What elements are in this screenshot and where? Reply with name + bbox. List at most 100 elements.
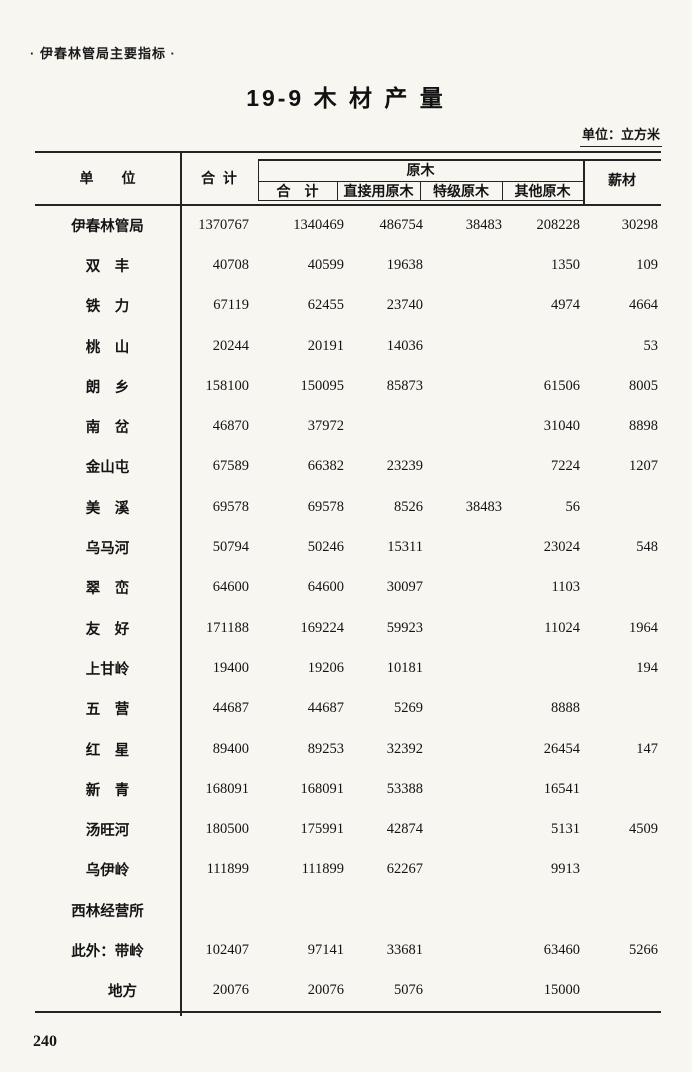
cell-other: 208228 bbox=[536, 216, 581, 233]
row-label: 南 岔 bbox=[85, 420, 130, 437]
table-row: 铁 力 67119 62455 23740 4974 4664 bbox=[35, 286, 661, 326]
cell-logs_total: 50246 bbox=[307, 539, 344, 556]
table-row: 上甘岭 19400 19206 10181 194 bbox=[35, 648, 661, 688]
table-row: 西林经营所 bbox=[35, 890, 661, 930]
col-header-unit: 单 位 bbox=[79, 170, 136, 186]
row-label: 汤旺河 bbox=[85, 823, 130, 840]
row-label: 地方 bbox=[108, 984, 137, 1001]
table-row: 美 溪 69578 69578 8526 38483 56 bbox=[35, 487, 661, 527]
cell-direct: 42874 bbox=[386, 821, 423, 838]
table-row: 红 星 89400 89253 32392 26454 147 bbox=[35, 729, 661, 769]
cell-firewood: 194 bbox=[636, 659, 658, 676]
cell-logs_total: 89253 bbox=[307, 740, 344, 757]
row-label: 双 丰 bbox=[85, 258, 130, 275]
cell-special: 38483 bbox=[465, 216, 502, 233]
row-label: 乌伊岭 bbox=[85, 863, 130, 880]
cell-other: 63460 bbox=[543, 941, 580, 958]
table-row: 金山屯 67589 66382 23239 7224 1207 bbox=[35, 447, 661, 487]
cell-special: 38483 bbox=[465, 498, 502, 515]
cell-firewood: 109 bbox=[636, 256, 658, 273]
table-bottom-rule bbox=[35, 1011, 661, 1014]
cell-logs_total: 175991 bbox=[300, 821, 345, 838]
cell-direct: 32392 bbox=[386, 740, 423, 757]
cell-logs_total: 168091 bbox=[300, 780, 345, 797]
logs-sub-divider-3 bbox=[502, 181, 504, 201]
running-header: · 伊春林管局主要指标 · bbox=[30, 46, 176, 61]
row-label: 此外：带岭 bbox=[71, 943, 144, 960]
row-label: 新 青 bbox=[85, 782, 130, 799]
row-label: 翠 峦 bbox=[85, 581, 130, 598]
logs-sub-divider-2 bbox=[420, 181, 422, 201]
cell-other: 26454 bbox=[543, 740, 580, 757]
cell-other: 23024 bbox=[543, 539, 580, 556]
cell-total: 44687 bbox=[212, 700, 249, 717]
cell-total: 67589 bbox=[212, 458, 249, 475]
cell-logs_total: 62455 bbox=[307, 297, 344, 314]
cell-logs_total: 97141 bbox=[307, 941, 344, 958]
cell-logs_total: 169224 bbox=[300, 619, 345, 636]
cell-total: 1370767 bbox=[198, 216, 249, 233]
row-label: 美 溪 bbox=[85, 500, 130, 517]
cell-other: 16541 bbox=[543, 780, 580, 797]
cell-firewood: 8898 bbox=[629, 418, 658, 435]
cell-firewood: 4664 bbox=[629, 297, 658, 314]
cell-logs_total: 19206 bbox=[307, 659, 344, 676]
row-label: 上甘岭 bbox=[85, 661, 130, 678]
cell-other: 31040 bbox=[543, 418, 580, 435]
col-header-total: 合 计 bbox=[201, 170, 237, 186]
cell-direct: 23740 bbox=[386, 297, 423, 314]
row-label: 五 营 bbox=[85, 702, 130, 719]
cell-direct: 8526 bbox=[394, 498, 423, 515]
table-row: 翠 峦 64600 64600 30097 1103 bbox=[35, 568, 661, 608]
cell-firewood: 4509 bbox=[629, 821, 658, 838]
col-header-logs-special: 特级原木 bbox=[433, 182, 489, 199]
cell-logs_total: 64600 bbox=[307, 579, 344, 596]
unit-note: 单位：立方米 bbox=[579, 124, 662, 147]
cell-firewood: 30298 bbox=[621, 216, 658, 233]
cell-total: 67119 bbox=[213, 297, 249, 314]
cell-total: 46870 bbox=[212, 418, 249, 435]
table-row: 朗 乡 158100 150095 85873 61506 8005 bbox=[35, 366, 661, 406]
cell-direct: 53388 bbox=[386, 780, 423, 797]
cell-logs_total: 66382 bbox=[307, 458, 344, 475]
cell-direct: 23239 bbox=[386, 458, 423, 475]
cell-total: 89400 bbox=[212, 740, 249, 757]
cell-logs_total: 44687 bbox=[307, 700, 344, 717]
header-bottom-rule bbox=[35, 204, 661, 206]
table-row: 汤旺河 180500 175991 42874 5131 4509 bbox=[35, 809, 661, 849]
cell-other: 1350 bbox=[551, 256, 580, 273]
table-row: 友 好 171188 169224 59923 11024 1964 bbox=[35, 608, 661, 648]
cell-logs_total: 150095 bbox=[300, 377, 345, 394]
table-row: 乌马河 50794 50246 15311 23024 548 bbox=[35, 527, 661, 567]
col-header-logs-group: 原木 bbox=[406, 162, 435, 178]
row-label: 朗 乡 bbox=[85, 379, 130, 396]
row-label: 友 好 bbox=[85, 621, 130, 638]
row-label: 红 星 bbox=[85, 742, 130, 759]
table-row: 五 营 44687 44687 5269 8888 bbox=[35, 689, 661, 729]
cell-direct: 486754 bbox=[379, 216, 424, 233]
cell-total: 171188 bbox=[206, 619, 249, 636]
firewood-column-divider bbox=[583, 159, 585, 205]
cell-total: 20076 bbox=[212, 982, 249, 999]
row-label: 金山屯 bbox=[85, 460, 130, 477]
cell-direct: 5269 bbox=[394, 700, 423, 717]
cell-other: 11024 bbox=[544, 619, 580, 636]
cell-other: 1103 bbox=[551, 579, 580, 596]
table-row: 新 青 168091 168091 53388 16541 bbox=[35, 769, 661, 809]
table-body: 伊春林管局 1370767 1340469 486754 38483 208228 3029… bbox=[35, 205, 661, 1011]
cell-direct: 62267 bbox=[386, 861, 423, 878]
cell-total: 40708 bbox=[212, 256, 249, 273]
cell-firewood: 1964 bbox=[629, 619, 658, 636]
col-header-logs-other: 其他原木 bbox=[514, 182, 571, 199]
cell-direct: 33681 bbox=[386, 941, 423, 958]
cell-direct: 30097 bbox=[386, 579, 423, 596]
cell-logs_total: 20076 bbox=[307, 982, 344, 999]
cell-other: 61506 bbox=[543, 377, 580, 394]
cell-direct: 5076 bbox=[394, 982, 423, 999]
table-row: 此外：带岭 102407 97141 33681 63460 5266 bbox=[35, 930, 661, 970]
table-row: 地方 20076 20076 5076 15000 bbox=[35, 971, 661, 1011]
logs-sub-divider-1 bbox=[337, 181, 339, 201]
cell-other: 7224 bbox=[551, 458, 580, 475]
logs-box-top-rule bbox=[258, 159, 661, 161]
